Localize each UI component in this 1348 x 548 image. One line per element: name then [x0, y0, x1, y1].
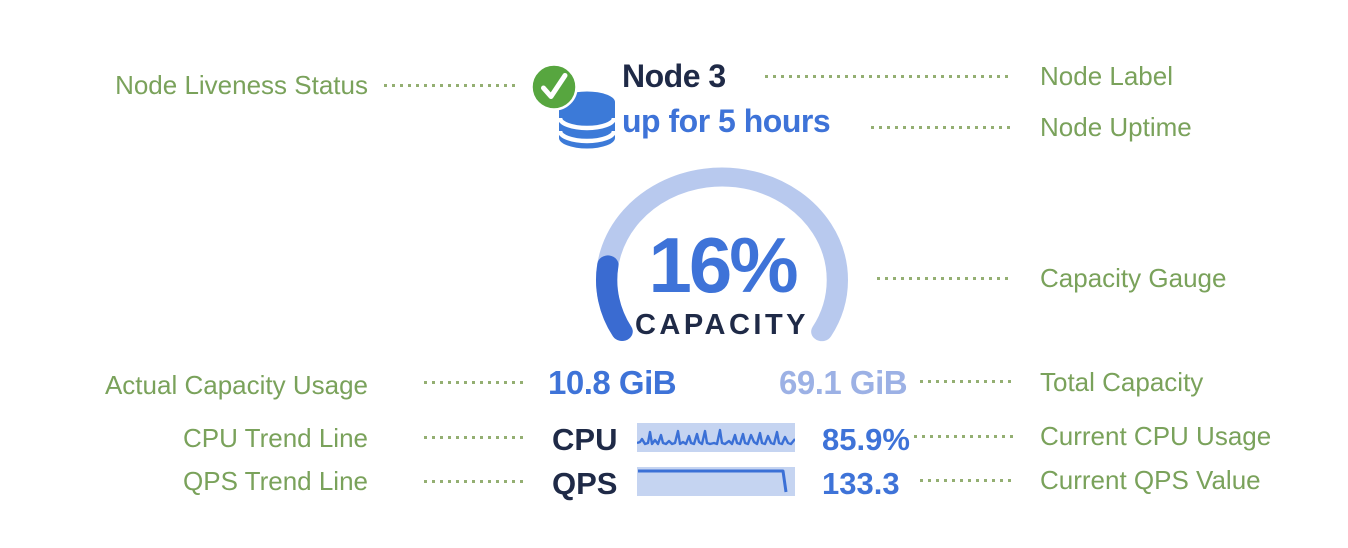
- cpu-metric-label: CPU: [552, 422, 618, 457]
- node-icon-group: [530, 63, 617, 149]
- annotation-capacity-gauge: Capacity Gauge: [1040, 263, 1227, 293]
- capacity-percent: 16%: [648, 221, 798, 309]
- annotation-actual-capacity-usage: Actual Capacity Usage: [104, 370, 368, 400]
- cpu-sparkline-path: [637, 428, 795, 446]
- annotation-current-cpu-usage: Current CPU Usage: [1040, 421, 1272, 451]
- connector-current-cpu: [914, 435, 1014, 438]
- capacity-total: 69.1 GiB: [779, 364, 908, 401]
- connector-current-qps: [920, 479, 1014, 482]
- qps-sparkline-path: [638, 469, 788, 493]
- connector-node-uptime: [871, 126, 1013, 129]
- connector-node-label: [765, 75, 1013, 78]
- check-circle-icon: [530, 63, 578, 111]
- connector-cpu-trend: [424, 436, 526, 439]
- annotation-total-capacity: Total Capacity: [1040, 367, 1204, 397]
- qps-sparkline: [637, 467, 795, 496]
- capacity-used: 10.8 GiB: [548, 364, 677, 401]
- capacity-caption: CAPACITY: [634, 309, 810, 341]
- capacity-gauge: [595, 167, 848, 393]
- connector-capacity-gauge: [877, 277, 1013, 280]
- annotation-cpu-trend-line: CPU Trend Line: [183, 423, 368, 453]
- annotation-node-liveness-status: Node Liveness Status: [115, 70, 368, 100]
- annotation-node-uptime: Node Uptime: [1040, 112, 1192, 142]
- connector-liveness: [384, 84, 520, 87]
- qps-metric-value: 133.3: [822, 466, 900, 501]
- cpu-sparkline: [637, 423, 795, 452]
- qps-metric-label: QPS: [552, 466, 618, 501]
- connector-actual-capacity: [424, 381, 526, 384]
- connector-total-capacity: [920, 380, 1014, 383]
- gauge-fill-arc: [595, 167, 848, 393]
- annotation-node-label: Node Label: [1040, 61, 1173, 91]
- annotation-qps-trend-line: QPS Trend Line: [183, 466, 368, 496]
- annotation-current-qps-value: Current QPS Value: [1040, 465, 1261, 495]
- connector-qps-trend: [424, 480, 526, 483]
- cpu-metric-value: 85.9%: [822, 422, 910, 457]
- node-label: Node 3: [622, 58, 726, 94]
- node-uptime: up for 5 hours: [622, 103, 831, 139]
